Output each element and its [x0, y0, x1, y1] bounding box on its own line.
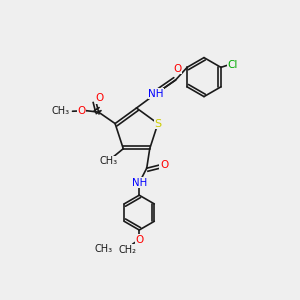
- Text: NH: NH: [132, 178, 147, 188]
- Text: CH₂: CH₂: [118, 244, 136, 254]
- Text: O: O: [173, 64, 181, 74]
- Text: O: O: [95, 93, 103, 103]
- Text: O: O: [135, 235, 143, 244]
- Text: NH: NH: [148, 88, 164, 99]
- Text: Cl: Cl: [228, 60, 238, 70]
- Text: CH₃: CH₃: [51, 106, 70, 116]
- Text: S: S: [154, 118, 161, 128]
- Text: O: O: [160, 160, 168, 170]
- Text: O: O: [77, 106, 86, 116]
- Text: CH₃: CH₃: [94, 244, 112, 254]
- Text: CH₃: CH₃: [100, 156, 118, 166]
